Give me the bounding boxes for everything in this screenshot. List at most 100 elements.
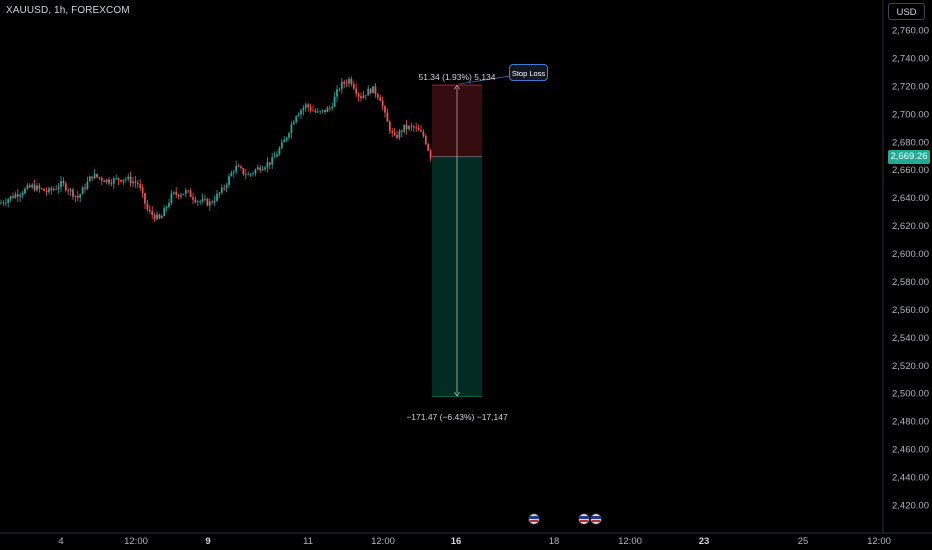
- candle: [261, 165, 264, 171]
- price-tick-label: 2,600.00: [892, 249, 929, 260]
- price-tick-label: 2,720.00: [892, 81, 929, 92]
- candle: [132, 176, 134, 187]
- candle: [98, 176, 101, 180]
- candle: [223, 184, 226, 191]
- candle: [2, 200, 5, 206]
- candle: [283, 136, 286, 143]
- candle: [96, 173, 98, 179]
- candle: [333, 92, 336, 108]
- candle: [88, 175, 91, 182]
- candle: [280, 138, 283, 150]
- time-tick-label: 9: [205, 536, 210, 547]
- candle: [350, 76, 353, 87]
- candle: [348, 77, 350, 88]
- candle: [170, 189, 173, 206]
- candle: [182, 193, 185, 196]
- candle: [244, 168, 247, 180]
- candle: [292, 119, 295, 125]
- time-tick-label: 4: [58, 536, 63, 547]
- candle: [232, 169, 235, 178]
- candle: [168, 198, 170, 209]
- time-axis: 4 12:00 9 11 12:00 16 18 12:00 23 25 12:00: [58, 536, 891, 547]
- candle: [52, 186, 55, 192]
- take-profit-stats: −171.47 (−6.43%) −17,147: [406, 412, 508, 422]
- candle: [151, 206, 154, 219]
- candle: [103, 179, 106, 183]
- candle: [374, 83, 377, 98]
- candle: [19, 192, 22, 202]
- price-tick-label: 2,480.00: [892, 417, 929, 428]
- candle: [91, 176, 94, 182]
- symbol-title[interactable]: XAUUSD, 1h, FOREXCOM: [6, 5, 130, 16]
- candle: [194, 196, 197, 204]
- candle: [72, 187, 74, 200]
- us-flag-icon[interactable]: [578, 513, 590, 525]
- price-tick-label: 2,700.00: [892, 109, 929, 120]
- candle: [62, 177, 65, 187]
- candle: [388, 119, 391, 135]
- candle: [28, 183, 31, 189]
- price-tick-label: 2,440.00: [892, 473, 929, 484]
- time-tick-label: 23: [699, 536, 710, 547]
- candle: [36, 182, 38, 192]
- candle: [14, 191, 17, 199]
- us-flag-icon[interactable]: [590, 513, 602, 525]
- currency-selector[interactable]: USD: [888, 3, 925, 20]
- candle: [158, 213, 161, 220]
- candle: [124, 176, 127, 183]
- candle: [259, 164, 262, 173]
- candle: [134, 176, 137, 188]
- price-tick-label: 2,500.00: [892, 389, 929, 400]
- candle: [364, 95, 367, 100]
- time-tick-label: 12:00: [867, 536, 891, 547]
- candle: [225, 182, 228, 193]
- candle: [235, 160, 238, 175]
- candle: [326, 106, 329, 113]
- candle: [60, 175, 62, 193]
- candle: [314, 108, 317, 114]
- price-tick-label: 2,540.00: [892, 333, 929, 344]
- candle: [369, 87, 372, 95]
- us-flag-icon[interactable]: [528, 513, 540, 525]
- candle: [276, 151, 278, 157]
- candle: [196, 200, 199, 207]
- candle: [122, 179, 125, 186]
- stop-loss-callout-connector: [458, 75, 511, 85]
- time-tick-label: 18: [549, 536, 560, 547]
- candle: [38, 183, 41, 193]
- candle: [7, 197, 10, 208]
- target-arrow-icon: [454, 392, 460, 397]
- candle: [355, 83, 358, 98]
- candle: [396, 131, 398, 140]
- candle: [192, 193, 194, 205]
- candle: [302, 105, 305, 116]
- price-tick-label: 2,740.00: [892, 53, 929, 64]
- time-tick-label: 12:00: [371, 536, 395, 547]
- candle: [148, 205, 151, 214]
- candle: [79, 193, 82, 203]
- candle: [372, 86, 374, 94]
- candle: [240, 164, 242, 170]
- candle: [288, 131, 290, 141]
- candle: [415, 122, 418, 133]
- candle: [220, 184, 223, 195]
- candle: [424, 133, 427, 146]
- candle: [345, 79, 348, 87]
- stop-loss-callout[interactable]: Stop Loss: [509, 64, 548, 81]
- candle: [24, 187, 26, 195]
- short-position-tool[interactable]: [432, 75, 511, 397]
- candle: [386, 108, 389, 122]
- candle: [110, 179, 113, 187]
- candle: [360, 92, 362, 102]
- candle: [115, 174, 118, 180]
- price-tick-label: 2,660.00: [892, 165, 929, 176]
- candle: [139, 179, 142, 191]
- candle: [67, 188, 70, 195]
- candle: [429, 149, 432, 161]
- price-axis: 2,420.00 2,440.00 2,460.00 2,480.00 2,500.00…: [892, 26, 929, 512]
- candle: [74, 195, 77, 203]
- candle: [336, 84, 338, 102]
- candle: [271, 152, 274, 169]
- candle: [249, 172, 252, 178]
